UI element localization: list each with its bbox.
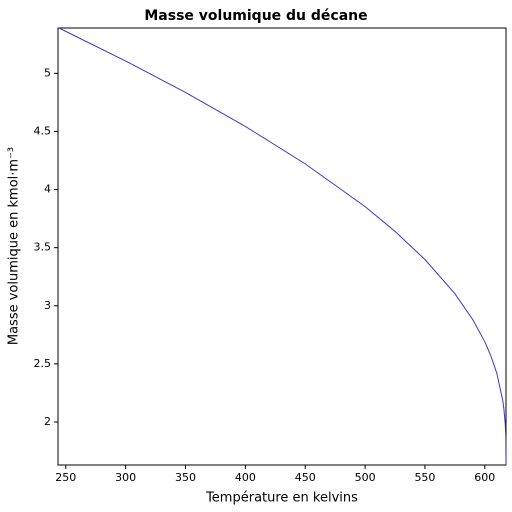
- y-tick-label: 5: [44, 66, 51, 79]
- y-tick-label: 2.5: [34, 357, 52, 370]
- y-tick-label: 2: [44, 415, 51, 428]
- x-tick-label: 300: [115, 471, 136, 484]
- y-tick-label: 3.5: [34, 241, 52, 254]
- x-tick-label: 250: [55, 471, 76, 484]
- chart-title: Masse volumique du décane: [144, 8, 367, 24]
- y-tick-label: 4.5: [34, 124, 52, 137]
- x-axis-label: Température en kelvins: [205, 491, 358, 506]
- x-tick-label: 500: [355, 471, 376, 484]
- x-tick-label: 350: [175, 471, 196, 484]
- x-tick-label: 600: [474, 471, 495, 484]
- x-tick-label: 550: [414, 471, 435, 484]
- y-tick-label: 4: [44, 183, 51, 196]
- y-tick-label: 3: [44, 299, 51, 312]
- x-tick-label: 450: [295, 471, 316, 484]
- data-line: [57, 27, 507, 465]
- plot-frame: [57, 27, 507, 466]
- x-tick-label: 400: [235, 471, 256, 484]
- y-axis-label: Masse volumique en kmol·m⁻³: [7, 147, 22, 345]
